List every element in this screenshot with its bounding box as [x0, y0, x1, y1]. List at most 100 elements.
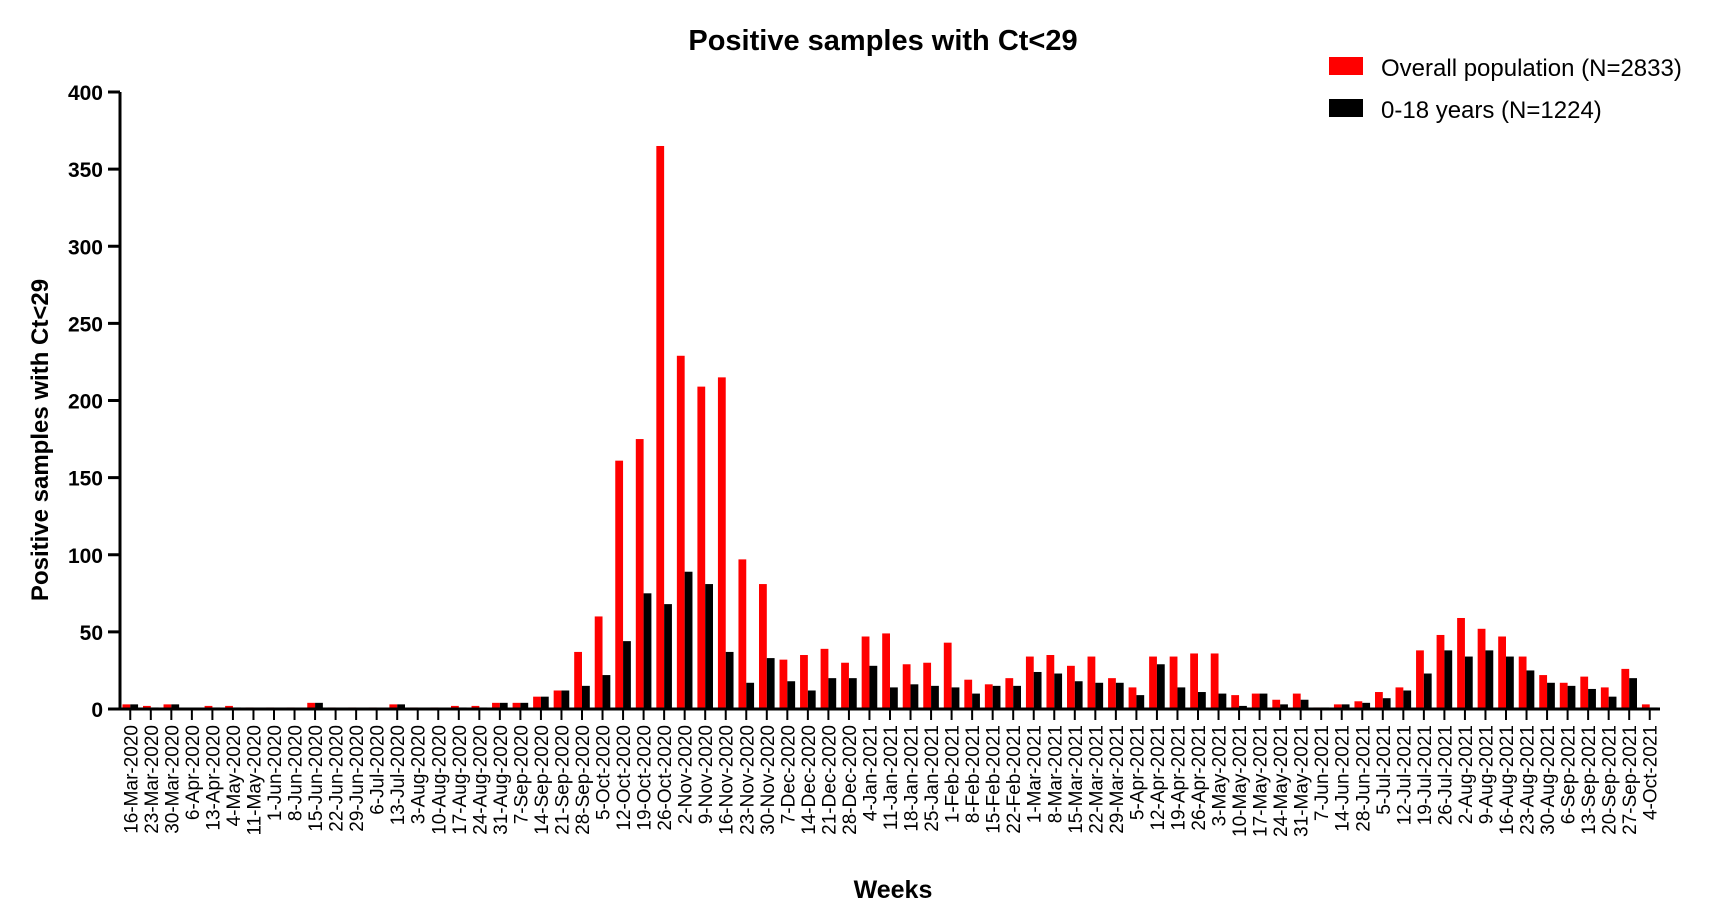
bar-0-18-years — [807, 690, 816, 709]
bar-overall-population — [1272, 699, 1281, 709]
bar-overall-population — [984, 684, 993, 709]
x-tick-label: 26-Jul-2021 — [1435, 725, 1456, 825]
bar-overall-population — [923, 662, 932, 709]
x-tick-label: 2-Nov-2020 — [676, 725, 697, 824]
bar-overall-population — [451, 705, 459, 709]
x-tick-label: 30-Aug-2021 — [1538, 725, 1559, 835]
bar-overall-population — [389, 704, 398, 709]
bar-overall-population — [1457, 617, 1465, 709]
bar-0-18-years — [869, 665, 878, 709]
bar-overall-population — [1395, 687, 1404, 709]
bar-overall-population — [1621, 668, 1630, 709]
x-tick-label: 7-Jun-2021 — [1312, 725, 1333, 821]
bar-overall-population — [1169, 656, 1178, 709]
x-tick-label: 31-Aug-2020 — [491, 725, 512, 835]
bar-0-18-years — [1218, 693, 1227, 709]
bar-0-18-years — [499, 702, 508, 709]
bar-0-18-years — [1033, 671, 1042, 709]
x-tick-label: 17-May-2021 — [1251, 725, 1272, 837]
y-tick-label: 300 — [68, 236, 103, 259]
bar-0-18-years — [602, 675, 611, 709]
x-tick-label: 24-May-2021 — [1271, 725, 1292, 837]
x-tick-label: 4-Jan-2021 — [860, 725, 881, 821]
y-tick-label: 100 — [68, 545, 103, 568]
legend-label-overall: Overall population (N=2833) — [1381, 55, 1682, 82]
x-tick-label: 13-Sep-2021 — [1579, 725, 1600, 835]
bar-overall-population — [861, 636, 870, 709]
bar-0-18-years — [705, 584, 713, 709]
bar-overall-population — [1251, 693, 1260, 709]
bar-0-18-years — [848, 678, 857, 709]
x-tick-label: 15-Mar-2021 — [1066, 725, 1087, 834]
bar-overall-population — [759, 584, 767, 709]
bar-overall-population — [1108, 678, 1116, 709]
x-tick-label: 17-Aug-2020 — [450, 725, 471, 835]
x-tick-label: 19-Apr-2021 — [1168, 725, 1189, 831]
x-tick-label: 3-Aug-2020 — [409, 725, 430, 824]
x-tick-label: 22-Feb-2021 — [1004, 725, 1025, 834]
bar-overall-population — [1416, 650, 1424, 709]
x-tick-label: 18-Jan-2021 — [902, 725, 923, 832]
x-tick-label: 2-Aug-2021 — [1456, 725, 1477, 824]
bar-0-18-years — [1177, 687, 1186, 709]
bar-0-18-years — [582, 685, 590, 709]
bar-0-18-years — [623, 641, 631, 709]
y-tick-label: 150 — [68, 468, 103, 491]
bar-0-18-years — [972, 693, 980, 709]
legend-label-0-18: 0-18 years (N=1224) — [1381, 97, 1602, 124]
bar-0-18-years — [1054, 673, 1063, 709]
x-tick-label: 14-Dec-2020 — [799, 725, 820, 835]
bar-0-18-years — [1403, 690, 1412, 709]
bar-overall-population — [1087, 656, 1096, 709]
bar-0-18-years — [787, 681, 796, 709]
bar-0-18-years — [746, 682, 755, 709]
x-tick-label: 27-Sep-2021 — [1620, 725, 1641, 835]
bar-overall-population — [122, 704, 131, 709]
bar-0-18-years — [951, 687, 960, 709]
x-tick-label: 5-Apr-2021 — [1127, 725, 1148, 820]
bar-0-18-years — [315, 702, 323, 709]
x-tick-label: 11-May-2020 — [244, 725, 265, 836]
y-tick-label: 50 — [80, 622, 103, 645]
x-tick-label: 10-Aug-2020 — [429, 725, 450, 835]
x-tick-label: 19-Jul-2021 — [1415, 725, 1436, 825]
bar-overall-population — [1436, 634, 1445, 709]
x-tick-label: 16-Mar-2020 — [121, 725, 142, 834]
bar-overall-population — [1518, 656, 1527, 709]
x-tick-label: 29-Mar-2021 — [1107, 725, 1128, 834]
x-tick-label: 1-Mar-2021 — [1025, 725, 1046, 823]
bar-0-18-years — [992, 685, 1001, 709]
bar-0-18-years — [643, 593, 652, 709]
bar-overall-population — [1498, 636, 1506, 709]
x-tick-label: 15-Feb-2021 — [984, 725, 1005, 834]
bar-overall-population — [225, 705, 233, 709]
y-tick-label: 250 — [68, 313, 103, 336]
x-tick-label: 3-May-2021 — [1210, 725, 1231, 826]
bar-overall-population — [1375, 692, 1383, 709]
bars — [122, 145, 1658, 710]
x-tick-label: 13-Apr-2020 — [203, 725, 224, 831]
bar-0-18-years — [397, 704, 405, 709]
x-tick-label: 4-Oct-2021 — [1641, 725, 1662, 820]
bar-0-18-years — [1506, 656, 1514, 709]
x-tick-label: 21-Sep-2020 — [552, 725, 573, 835]
x-tick-label: 9-Nov-2020 — [696, 725, 717, 824]
bar-overall-population — [163, 704, 172, 709]
x-tick-label: 6-Sep-2021 — [1559, 725, 1580, 824]
bar-overall-population — [841, 662, 849, 709]
x-tick-label: 28-Jun-2021 — [1353, 725, 1374, 832]
bar-overall-population — [1128, 687, 1137, 709]
bar-overall-population — [882, 633, 890, 709]
x-tick-label: 22-Mar-2021 — [1086, 725, 1107, 834]
bar-0-18-years — [1074, 681, 1083, 709]
x-tick-label: 26-Oct-2020 — [655, 725, 676, 831]
bar-0-18-years — [725, 651, 734, 709]
x-tick-label: 14-Jun-2021 — [1333, 725, 1354, 832]
bar-0-18-years — [561, 690, 570, 709]
bar-overall-population — [1149, 656, 1157, 709]
chart-title: Positive samples with Ct<29 — [688, 25, 1077, 57]
y-tick-label: 350 — [68, 159, 103, 182]
x-tick-label: 21-Dec-2020 — [819, 725, 840, 835]
bar-overall-population — [1600, 687, 1609, 709]
